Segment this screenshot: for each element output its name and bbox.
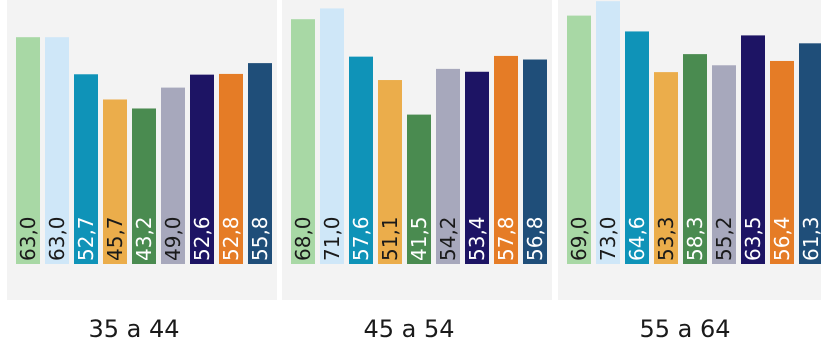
value-label-1-4: 41,5 (407, 216, 431, 261)
category-label-0: 35 a 44 (88, 315, 179, 343)
value-label-2-0: 69,0 (567, 216, 591, 261)
value-label-2-2: 64,6 (625, 216, 649, 261)
value-label-0-6: 52,6 (190, 216, 214, 261)
value-label-0-3: 45,7 (103, 216, 127, 261)
category-label-1: 45 a 54 (363, 315, 454, 343)
bar-2-4 (683, 54, 707, 265)
value-label-0-8: 55,8 (248, 216, 272, 261)
value-label-0-2: 52,7 (74, 216, 98, 261)
value-label-0-5: 49,0 (161, 216, 185, 261)
value-label-2-4: 58,3 (683, 216, 707, 261)
value-label-1-0: 68,0 (291, 216, 315, 261)
bar-2-1 (596, 1, 620, 264)
value-label-2-7: 56,4 (770, 216, 794, 261)
bar-2-7 (770, 60, 794, 265)
category-label-2: 55 a 64 (639, 315, 730, 343)
bar-2-2 (625, 31, 649, 264)
value-label-2-5: 55,2 (712, 216, 736, 261)
value-label-2-3: 53,3 (654, 216, 678, 261)
value-label-0-4: 43,2 (132, 216, 156, 261)
bar-0-4 (132, 108, 156, 264)
bar-1-3 (378, 80, 402, 264)
value-label-1-1: 71,0 (320, 216, 344, 261)
value-labels-layer: 63,0 63,0 52,7 45,7 43,2 49,0 52,6 52,8 55,8 68,0… (16, 216, 821, 261)
bar-0-2 (74, 74, 98, 264)
value-label-0-7: 52,8 (219, 216, 243, 261)
bar-0-3 (103, 99, 127, 264)
bar-2-8 (799, 43, 821, 264)
value-label-0-0: 63,0 (16, 216, 40, 261)
value-label-1-7: 57,8 (494, 216, 518, 261)
value-label-2-6: 63,5 (741, 216, 765, 261)
value-label-1-6: 53,4 (465, 216, 489, 261)
bar-1-7 (494, 55, 518, 264)
category-labels-layer: 35 a 44 45 a 54 55 a 64 (88, 315, 730, 343)
bar-2-5 (712, 65, 736, 264)
value-label-1-8: 56,8 (523, 216, 547, 261)
bar-1-2 (349, 56, 373, 264)
bar-0-6 (190, 74, 214, 264)
bar-0-1 (45, 37, 69, 265)
bars-layer (16, 1, 821, 265)
bar-2-6 (741, 35, 765, 265)
value-label-1-3: 51,1 (378, 216, 402, 261)
bar-1-8 (523, 59, 547, 264)
bar-0-5 (161, 87, 185, 264)
bar-1-6 (465, 71, 489, 264)
value-label-0-1: 63,0 (45, 216, 69, 261)
bar-0-8 (248, 63, 272, 265)
bar-2-3 (654, 72, 678, 265)
value-label-1-2: 57,6 (349, 216, 373, 261)
bar-0-0 (16, 37, 40, 265)
bar-1-4 (407, 114, 431, 264)
bar-1-1 (320, 8, 344, 265)
bar-0-7 (219, 73, 243, 264)
value-label-2-8: 61,3 (799, 216, 821, 261)
bar-2-0 (567, 15, 591, 264)
value-label-1-5: 54,2 (436, 216, 460, 261)
bar-1-0 (291, 19, 315, 265)
bar-1-5 (436, 68, 460, 264)
value-label-2-1: 73,0 (596, 216, 620, 261)
